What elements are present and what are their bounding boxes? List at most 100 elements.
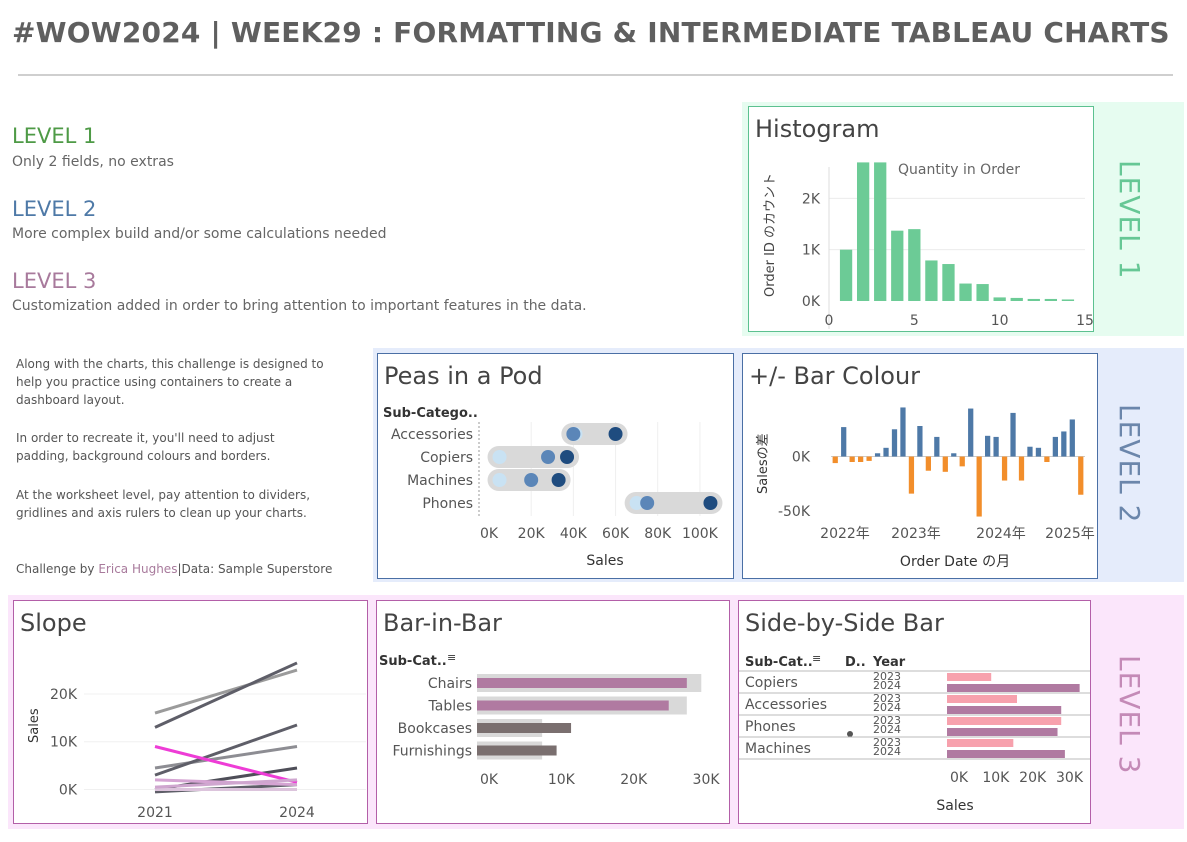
plusminus-bar bbox=[993, 436, 999, 457]
barinbar-category-label: Bookcases bbox=[398, 721, 472, 737]
histogram-bar bbox=[874, 162, 887, 301]
sidebyside-year-label: 2024 bbox=[873, 723, 901, 736]
peas-dot bbox=[640, 496, 655, 510]
credit-line: Challenge by Erica Hughes|Data: Sample S… bbox=[16, 560, 332, 578]
sidebyside-year-label: 2024 bbox=[873, 701, 901, 714]
plusminus-bar bbox=[883, 447, 889, 457]
histogram-x-tick: 15 bbox=[1076, 313, 1093, 329]
histogram-chart[interactable]: Quantity in Order Order ID のカウント 0K 1K 2K 0… bbox=[749, 107, 1093, 331]
histogram-y-tick: 1K bbox=[802, 243, 821, 259]
sidebyside-header-d: D.. bbox=[845, 655, 866, 670]
credit-source: |Data: Sample Superstore bbox=[177, 562, 333, 576]
peas-pod bbox=[487, 446, 580, 468]
peas-category-label: Accessories bbox=[391, 427, 473, 443]
plusminus-bar bbox=[985, 435, 991, 457]
plusminus-bar bbox=[1052, 436, 1058, 457]
barinbar-category-label: Tables bbox=[428, 699, 473, 715]
barinbar-header: Sub-Cat.. bbox=[379, 654, 447, 669]
histogram-bar bbox=[908, 229, 921, 301]
barinbar-chart[interactable]: Sub-Cat.. ≡ Chairs Tables Bookcases Furnish… bbox=[377, 601, 729, 823]
barinbar-inner-bar bbox=[477, 723, 572, 733]
barinbar-card[interactable]: Bar-in-Bar Sub-Cat.. ≡ Chairs Tables Bookc… bbox=[376, 600, 730, 824]
sidebyside-bar bbox=[947, 706, 1062, 714]
sidebyside-card[interactable]: Side-by-Side Bar Sub-Cat.. ≡ D.. Year Sa… bbox=[738, 600, 1091, 824]
credit-prefix: Challenge by bbox=[16, 562, 99, 576]
peas-dot bbox=[629, 496, 644, 510]
histogram-x-tick: 0 bbox=[825, 313, 834, 329]
plusminus-bar bbox=[1078, 456, 1084, 495]
plusminus-x-label: Order Date の月 bbox=[900, 554, 1010, 570]
plusminus-bar bbox=[908, 456, 915, 494]
sidebyside-chart[interactable]: Sub-Cat.. ≡ D.. Year Sales Copiers 202320… bbox=[739, 601, 1090, 823]
peas-dot bbox=[524, 473, 539, 487]
slope-y-label: Sales bbox=[27, 708, 42, 743]
barinbar-title: Bar-in-Bar bbox=[383, 609, 502, 637]
slope-x-tick: 2024 bbox=[279, 805, 315, 821]
plusminus-bar bbox=[866, 456, 872, 461]
sidebyside-bar bbox=[947, 695, 1017, 703]
histogram-bar bbox=[1010, 297, 1023, 301]
plusminus-bar bbox=[917, 426, 923, 457]
peas-category-label: Copiers bbox=[420, 450, 473, 466]
credit-author-link[interactable]: Erica Hughes bbox=[98, 562, 178, 576]
histogram-bar bbox=[839, 249, 853, 301]
peas-dot bbox=[541, 450, 556, 464]
barinbar-category-label: Chairs bbox=[428, 676, 472, 692]
level1-description: Only 2 fields, no extras bbox=[12, 154, 174, 170]
barinbar-x-tick: 20K bbox=[620, 772, 648, 788]
barinbar-sort-icon[interactable]: ≡ bbox=[447, 651, 456, 664]
sidebyside-year-label: 2024 bbox=[873, 745, 901, 758]
slope-line bbox=[154, 661, 298, 729]
sidebyside-category-label: Phones bbox=[745, 719, 796, 735]
slope-line bbox=[154, 778, 298, 789]
plusminus-bar bbox=[891, 429, 898, 457]
note-paragraph-1: Along with the charts, this challenge is… bbox=[16, 357, 324, 407]
sidebyside-bar bbox=[947, 684, 1080, 692]
sidebyside-bar bbox=[947, 750, 1065, 758]
slope-line bbox=[154, 745, 298, 784]
plusminus-bar bbox=[1061, 431, 1067, 457]
level1-heading: LEVEL 1 bbox=[12, 124, 97, 148]
note-paragraph-2: In order to recreate it, you'll need to … bbox=[16, 431, 275, 463]
peas-x-tick: 20K bbox=[518, 526, 546, 542]
plusminus-title: +/- Bar Colour bbox=[749, 362, 921, 390]
plusminus-bar bbox=[976, 456, 982, 517]
peas-chart[interactable]: Sub-Catego.. Sales Accessories Copiers Mac… bbox=[378, 354, 733, 578]
slope-card[interactable]: Slope Sales 20K 10K 0K 2021 2024 bbox=[13, 600, 368, 824]
peas-x-tick: 100K bbox=[682, 526, 719, 542]
sidebyside-x-tick: 20K bbox=[1019, 770, 1047, 786]
histogram-axis-title: Quantity in Order bbox=[898, 162, 1020, 178]
histogram-bar bbox=[1061, 299, 1075, 301]
title-divider bbox=[18, 74, 1173, 76]
peas-card[interactable]: Peas in a Pod Sub-Catego.. Sales Accesso… bbox=[377, 353, 734, 579]
peas-dot bbox=[492, 450, 507, 464]
barinbar-inner-bar bbox=[477, 745, 557, 756]
plusminus-card[interactable]: +/- Bar Colour Salesの差 Order Date の月 0K -… bbox=[742, 353, 1098, 579]
page-title: #WOW2024 | WEEK29 : FORMATTING & INTERME… bbox=[12, 16, 1170, 49]
plusminus-bar bbox=[968, 408, 974, 457]
sidebyside-x-tick: 0K bbox=[950, 770, 969, 786]
histogram-y-tick: 0K bbox=[802, 294, 821, 310]
level1-side-label: LEVEL 1 bbox=[1113, 160, 1146, 280]
histogram-card[interactable]: Histogram Quantity in Order Order ID のカウ… bbox=[748, 106, 1094, 332]
plusminus-bar bbox=[832, 456, 838, 464]
peas-dot bbox=[492, 473, 507, 487]
peas-dot bbox=[703, 496, 718, 510]
slope-chart[interactable]: Sales 20K 10K 0K 2021 2024 bbox=[14, 601, 367, 823]
level2-description: More complex build and/or some calculati… bbox=[12, 226, 387, 242]
sidebyside-sort-icon[interactable]: ≡ bbox=[812, 652, 821, 665]
histogram-bar bbox=[976, 284, 989, 301]
histogram-x-tick: 5 bbox=[910, 313, 919, 329]
sidebyside-year-label: 2023 bbox=[873, 670, 901, 683]
peas-dot bbox=[551, 473, 566, 487]
plusminus-y-tick: -50K bbox=[778, 504, 811, 520]
barinbar-inner-bar bbox=[477, 678, 687, 688]
sidebyside-category-label: Accessories bbox=[745, 697, 827, 713]
peas-x-tick: 40K bbox=[560, 526, 588, 542]
slope-y-tick: 20K bbox=[50, 687, 78, 703]
plusminus-chart[interactable]: Salesの差 Order Date の月 0K -50K 2022年 2023年 20… bbox=[743, 354, 1097, 578]
slope-title: Slope bbox=[20, 609, 87, 637]
sidebyside-year-label: 2024 bbox=[873, 679, 901, 692]
sidebyside-category-label: Copiers bbox=[745, 675, 798, 691]
sidebyside-bar bbox=[947, 673, 992, 681]
